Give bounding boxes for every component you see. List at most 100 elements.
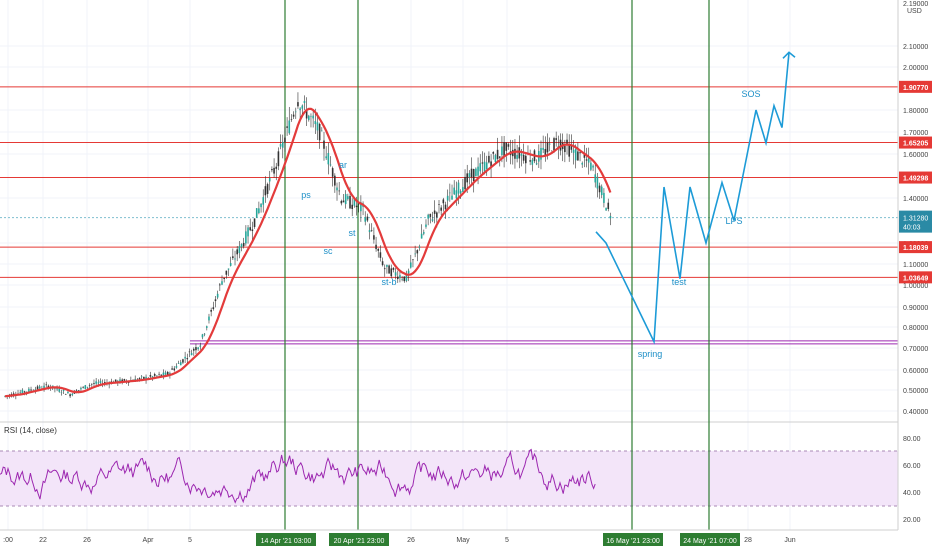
candle-body [316,122,319,131]
candle-body [401,279,403,280]
candle-body [518,147,521,159]
candle-body [4,396,6,397]
candle-body [273,167,275,174]
candle-body [429,213,432,217]
candle-body [600,186,603,196]
candle-body [240,244,243,248]
candle-body [585,159,588,161]
price-label-text: 1.90770 [903,85,928,92]
candle-body [197,347,199,350]
candle-body [223,277,225,280]
candle-body [405,274,408,281]
candle-body [173,368,176,371]
candle-body [321,130,323,132]
candle-body [214,299,217,302]
candle-body [327,153,330,165]
candle-body [455,190,458,199]
candle-body [164,372,167,375]
candle-body [390,268,393,277]
candle-body [407,270,410,274]
candle-body [607,202,610,210]
candle-body [555,138,557,140]
current-price-text: 1.31280 [903,216,928,223]
candle-body [114,379,117,382]
candle-body [36,386,39,390]
candle-body [253,218,256,227]
candle-body [208,316,210,321]
candle-body [468,173,471,178]
price-axis[interactable]: 2.10000 2.00000 1.80000 1.70000 1.60000 1.400… [903,44,928,416]
candle-body [71,393,74,396]
candle-body [574,148,577,161]
candle-body [423,232,425,234]
candle-body [481,162,484,164]
candle-body [275,166,278,169]
candle-body [104,382,106,384]
candle-body [201,334,204,338]
currency-label: USD [907,8,922,15]
time-tick: May [456,537,470,544]
candle-body [95,381,97,384]
candle-body [475,168,477,177]
time-tick: :00 [3,537,13,544]
candle-body [227,268,230,270]
candle-body [255,208,258,218]
vertical-marker-label: 16 May '21 23:00 [606,538,660,545]
candle-body [485,162,488,170]
candle-body [501,146,503,155]
candle-body [353,198,356,206]
candle-body [305,109,308,119]
projection-path [595,52,790,345]
candle-body [596,176,599,189]
candle-body [514,148,516,159]
candle-body [457,182,460,194]
candle-body [416,250,419,254]
annotation-label: sc [324,246,334,256]
candle-body [153,374,156,376]
annotation-label: st-b [381,277,396,287]
candle-body [80,387,82,390]
candle-body [360,202,362,212]
candle-body [525,155,527,164]
candle-body [38,386,41,389]
candle-body [431,219,434,221]
candle-body [344,194,347,205]
candle-body [557,146,560,147]
candle-body [93,383,95,384]
candle-body [62,389,65,391]
candle-body [140,376,143,378]
candle-body [69,394,71,397]
candle-body [553,138,555,151]
price-tick: 1.10000 [903,262,928,269]
candle-body [420,233,423,239]
candle-body [99,380,102,383]
time-tick: Jun [784,537,795,544]
candle-body [82,387,84,388]
candle-body [281,141,284,148]
candle-body [292,114,295,117]
candle-body [182,359,184,363]
candle-body [299,108,301,111]
candle-body [77,390,80,391]
candle-body [156,375,158,377]
annotation-label: st [348,228,356,238]
candle-body [566,139,568,146]
candle-body [308,115,310,120]
candle-body [386,264,388,267]
candle-body [520,153,523,156]
price-label-text: 1.18039 [903,245,928,252]
candle-body [247,227,249,237]
candle-body [30,389,32,391]
candle-body [245,231,247,244]
time-axis[interactable]: :00 22 26 Apr 5 26 May 5 28 Jun [3,537,796,544]
candle-body [325,156,327,159]
vertical-marker-badge [329,533,389,546]
candle-body [351,204,353,209]
candle-body [260,203,262,208]
candle-body [177,363,180,364]
candle-body [594,174,597,183]
candle-body [609,215,612,219]
vertical-marker-label: 24 May '21 07:00 [683,538,737,545]
